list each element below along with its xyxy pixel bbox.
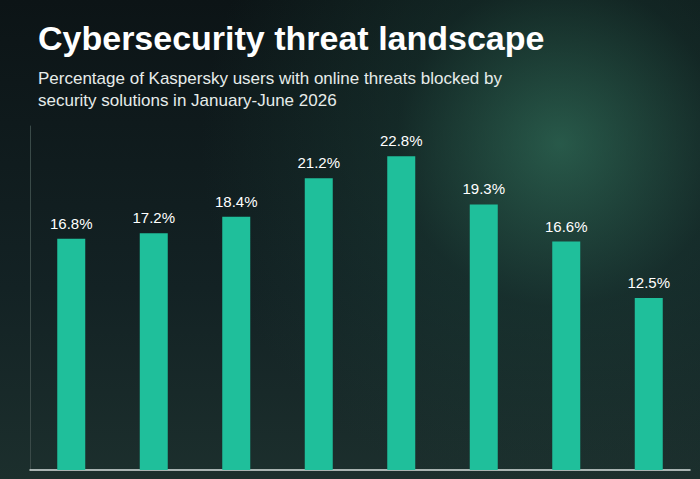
svg-text:18.4%: 18.4% (215, 193, 258, 210)
svg-text:16.6%: 16.6% (545, 218, 588, 235)
svg-text:21.2%: 21.2% (297, 154, 340, 171)
svg-text:12.5%: 12.5% (627, 274, 670, 291)
svg-text:16.8%: 16.8% (50, 215, 93, 232)
svg-text:Cybersecurity threat landscape: Cybersecurity threat landscape (38, 19, 544, 57)
svg-text:security solutions in January-: security solutions in January-June 2026 (38, 91, 337, 110)
svg-text:19.3%: 19.3% (462, 180, 505, 197)
svg-text:Percentage of Kaspersky users: Percentage of Kaspersky users with onlin… (38, 69, 507, 88)
svg-text:17.2%: 17.2% (132, 209, 175, 226)
svg-text:22.8%: 22.8% (380, 132, 423, 149)
